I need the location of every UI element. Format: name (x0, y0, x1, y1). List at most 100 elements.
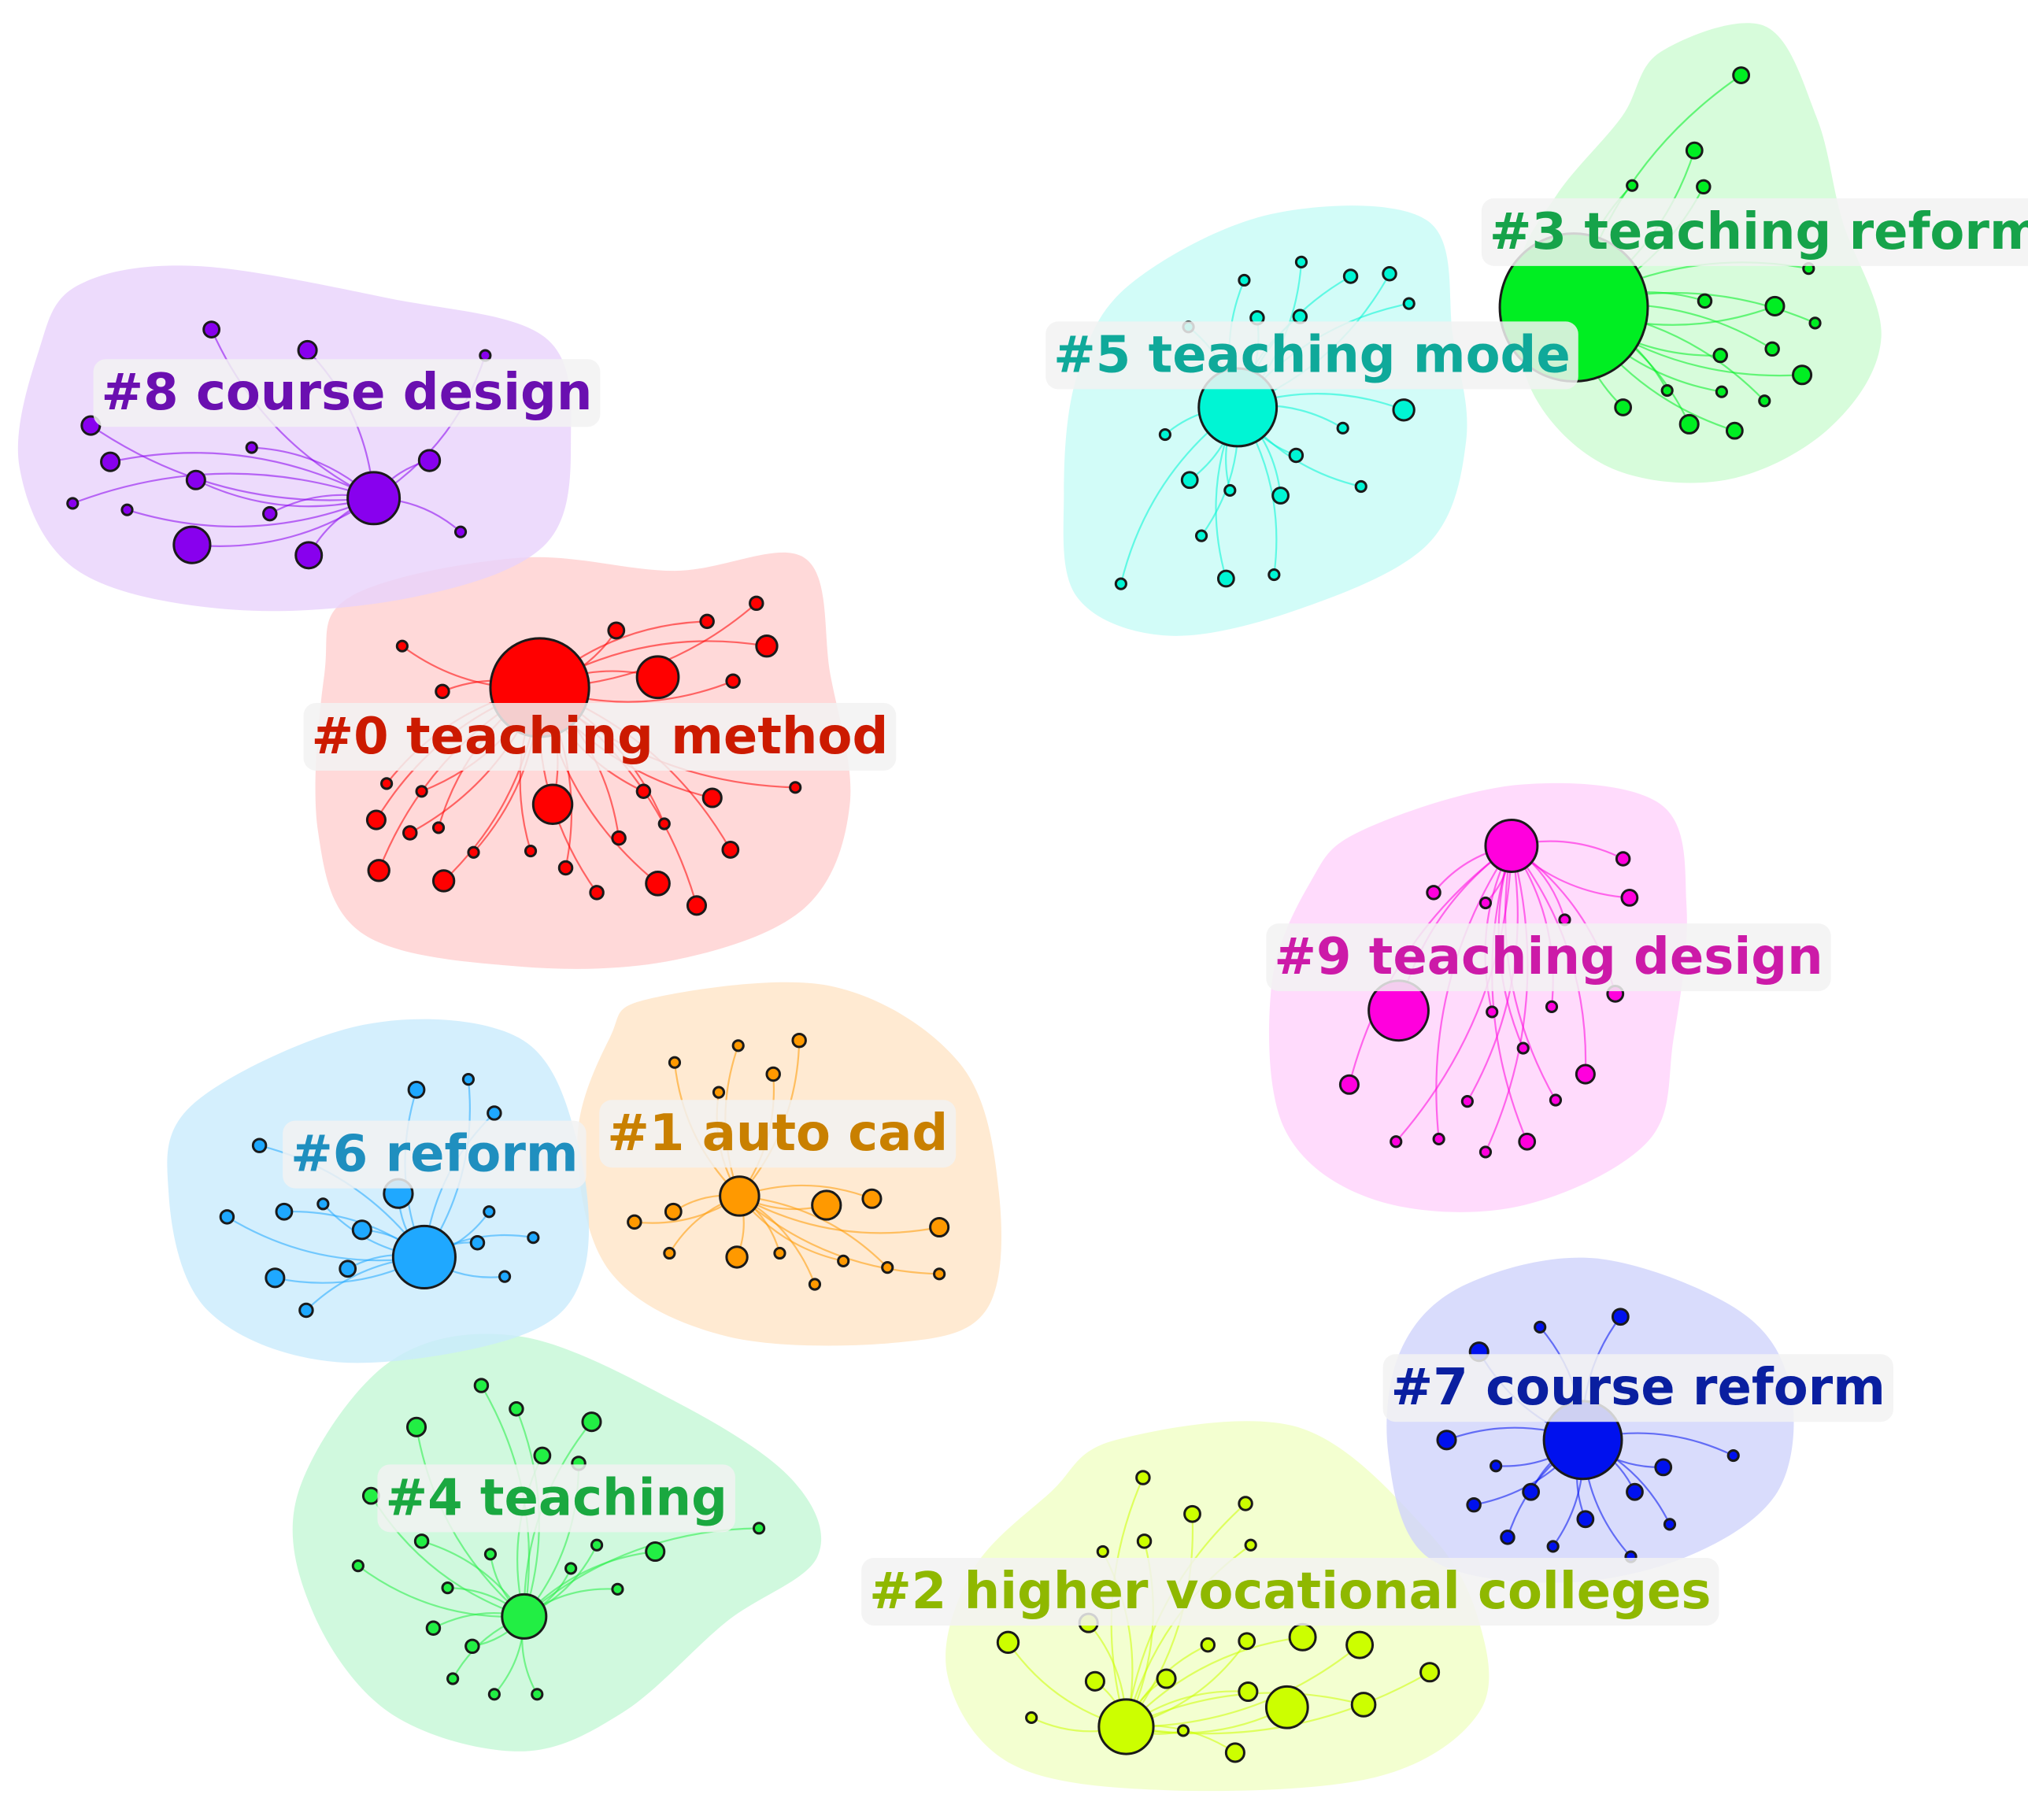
cluster-node (611, 1582, 624, 1596)
cluster-edge (1491, 845, 1528, 1142)
cluster-node (469, 1235, 486, 1251)
cluster-node (1136, 1533, 1153, 1549)
cluster-node (1244, 1538, 1257, 1552)
cluster-node (664, 1202, 683, 1221)
cluster-node (1546, 1540, 1560, 1553)
cluster-node (1224, 1742, 1245, 1763)
cluster-node (635, 655, 680, 700)
cluster-node (1478, 896, 1493, 910)
cluster-node (686, 895, 708, 916)
cluster-node (663, 1246, 676, 1260)
cluster-edge (1125, 1514, 1194, 1728)
cluster-node (351, 1559, 365, 1573)
cluster-node (1084, 1670, 1105, 1692)
cluster-node (473, 1378, 490, 1393)
cluster-node (1660, 383, 1674, 398)
cluster-label-c0: #0 teaching method (303, 702, 897, 771)
cluster-node (441, 1581, 454, 1595)
cluster-node (1685, 141, 1704, 160)
cluster-node (1180, 471, 1199, 490)
cluster-node (461, 1073, 476, 1086)
cluster-node (1176, 1724, 1190, 1737)
cluster-node (837, 1254, 850, 1267)
cluster-label-c6: #6 reform (283, 1120, 587, 1189)
cluster-node (402, 825, 418, 841)
cluster-node (417, 449, 442, 472)
cluster-node (1156, 1668, 1177, 1689)
cluster-label-c1: #1 auto cad (599, 1100, 957, 1168)
cluster-node (564, 1562, 578, 1575)
cluster-node (1194, 529, 1208, 542)
cluster-node (380, 777, 394, 790)
cluster-node (316, 1197, 330, 1211)
cluster-node (645, 870, 671, 897)
cluster-node (1025, 1711, 1038, 1725)
cluster-edge (1484, 845, 1529, 1152)
cluster-node (1135, 1470, 1151, 1485)
cluster-node (1432, 1132, 1445, 1146)
cluster-node (395, 639, 409, 653)
cluster-node (1545, 1000, 1559, 1013)
cluster-label-text: #9 teaching design (1274, 928, 1823, 986)
cluster-node (1238, 1632, 1256, 1651)
cluster-node (1500, 1530, 1515, 1545)
cluster-label-text: #8 course design (102, 364, 593, 422)
cluster-node (1726, 1448, 1740, 1463)
cluster-node (298, 1302, 314, 1319)
cluster-node (1336, 421, 1349, 435)
cluster-node (1238, 1681, 1259, 1703)
cluster-node (1158, 427, 1171, 442)
cluster-node (533, 1446, 552, 1465)
cluster-node (611, 830, 627, 846)
cluster-node (725, 1245, 749, 1269)
cluster-node (1575, 1064, 1596, 1085)
cluster-hub-node (719, 1175, 760, 1217)
cluster-label-text: #6 reform (291, 1126, 578, 1184)
cluster-node (415, 785, 428, 798)
cluster-node (996, 1630, 1020, 1655)
cluster-node (1764, 341, 1780, 357)
cluster-node (627, 1214, 642, 1230)
cluster-label-text: #0 teaching method (312, 708, 889, 766)
cluster-node (531, 783, 574, 825)
cluster-node (1436, 1430, 1457, 1451)
cluster-label-text: #7 course reform (1391, 1359, 1886, 1417)
cluster-label-c3: #3 teaching reform (1481, 198, 2028, 266)
cluster-hub-node (346, 471, 402, 526)
cluster-hull-c9 (1268, 782, 1687, 1212)
cluster-node (1558, 913, 1571, 927)
cluster-node (1338, 1074, 1360, 1095)
cluster-node (479, 349, 492, 362)
cluster-edge (1395, 845, 1513, 1142)
cluster-node (365, 809, 387, 830)
cluster-node (453, 525, 468, 538)
cluster-node (752, 1522, 766, 1535)
cluster-node (645, 1541, 666, 1563)
cluster-edge (90, 424, 374, 501)
cluster-node (1216, 569, 1235, 588)
cluster-node (435, 683, 450, 700)
cluster-node (1466, 1496, 1482, 1513)
cluster-node (1382, 265, 1397, 282)
cluster-node (765, 1066, 781, 1082)
cluster-node (1620, 889, 1639, 907)
cluster-edge (72, 472, 374, 505)
cluster-node (1808, 316, 1822, 330)
cluster-node (721, 841, 740, 859)
cluster-node (1518, 1132, 1537, 1151)
cluster-node (811, 1189, 842, 1221)
cluster-node (294, 541, 324, 570)
cluster-node (431, 869, 456, 893)
cluster-label-text: #5 teaching mode (1053, 326, 1571, 384)
cluster-node (929, 1216, 950, 1238)
cluster-node (773, 1246, 786, 1260)
cluster-node (789, 781, 802, 794)
cluster-node (1611, 1308, 1630, 1326)
cluster-node (446, 1672, 460, 1685)
cluster-node (1183, 1504, 1201, 1523)
cluster-node (219, 1209, 235, 1225)
cluster-hull-c8 (17, 265, 572, 612)
cluster-node (1114, 577, 1127, 590)
cluster-node (1426, 885, 1441, 901)
